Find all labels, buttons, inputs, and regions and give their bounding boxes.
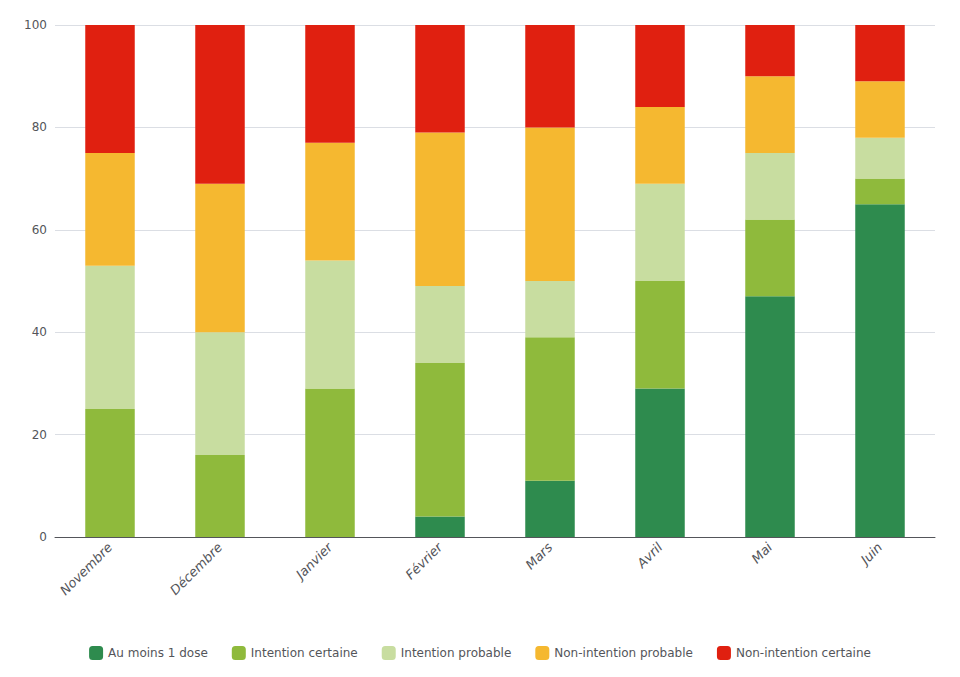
- svg-text:Avril: Avril: [633, 539, 665, 571]
- svg-text:Au moins 1 dose: Au moins 1 dose: [108, 646, 208, 660]
- svg-text:Intention certaine: Intention certaine: [251, 646, 358, 660]
- svg-text:Mai: Mai: [749, 539, 776, 566]
- svg-text:Mars: Mars: [523, 540, 556, 573]
- svg-text:Février: Février: [403, 539, 447, 583]
- svg-text:Janvier: Janvier: [291, 539, 336, 584]
- svg-text:Décembre: Décembre: [167, 540, 225, 598]
- svg-text:100: 100: [24, 18, 47, 32]
- svg-text:Non-intention probable: Non-intention probable: [554, 646, 693, 660]
- svg-text:60: 60: [32, 223, 47, 237]
- svg-text:Intention probable: Intention probable: [401, 646, 512, 660]
- svg-text:Non-intention certaine: Non-intention certaine: [736, 646, 871, 660]
- svg-text:80: 80: [32, 120, 47, 134]
- svg-text:Novembre: Novembre: [57, 540, 115, 598]
- svg-text:0: 0: [39, 530, 47, 544]
- svg-text:40: 40: [32, 325, 47, 339]
- svg-text:Juin: Juin: [856, 540, 886, 570]
- svg-text:20: 20: [32, 428, 47, 442]
